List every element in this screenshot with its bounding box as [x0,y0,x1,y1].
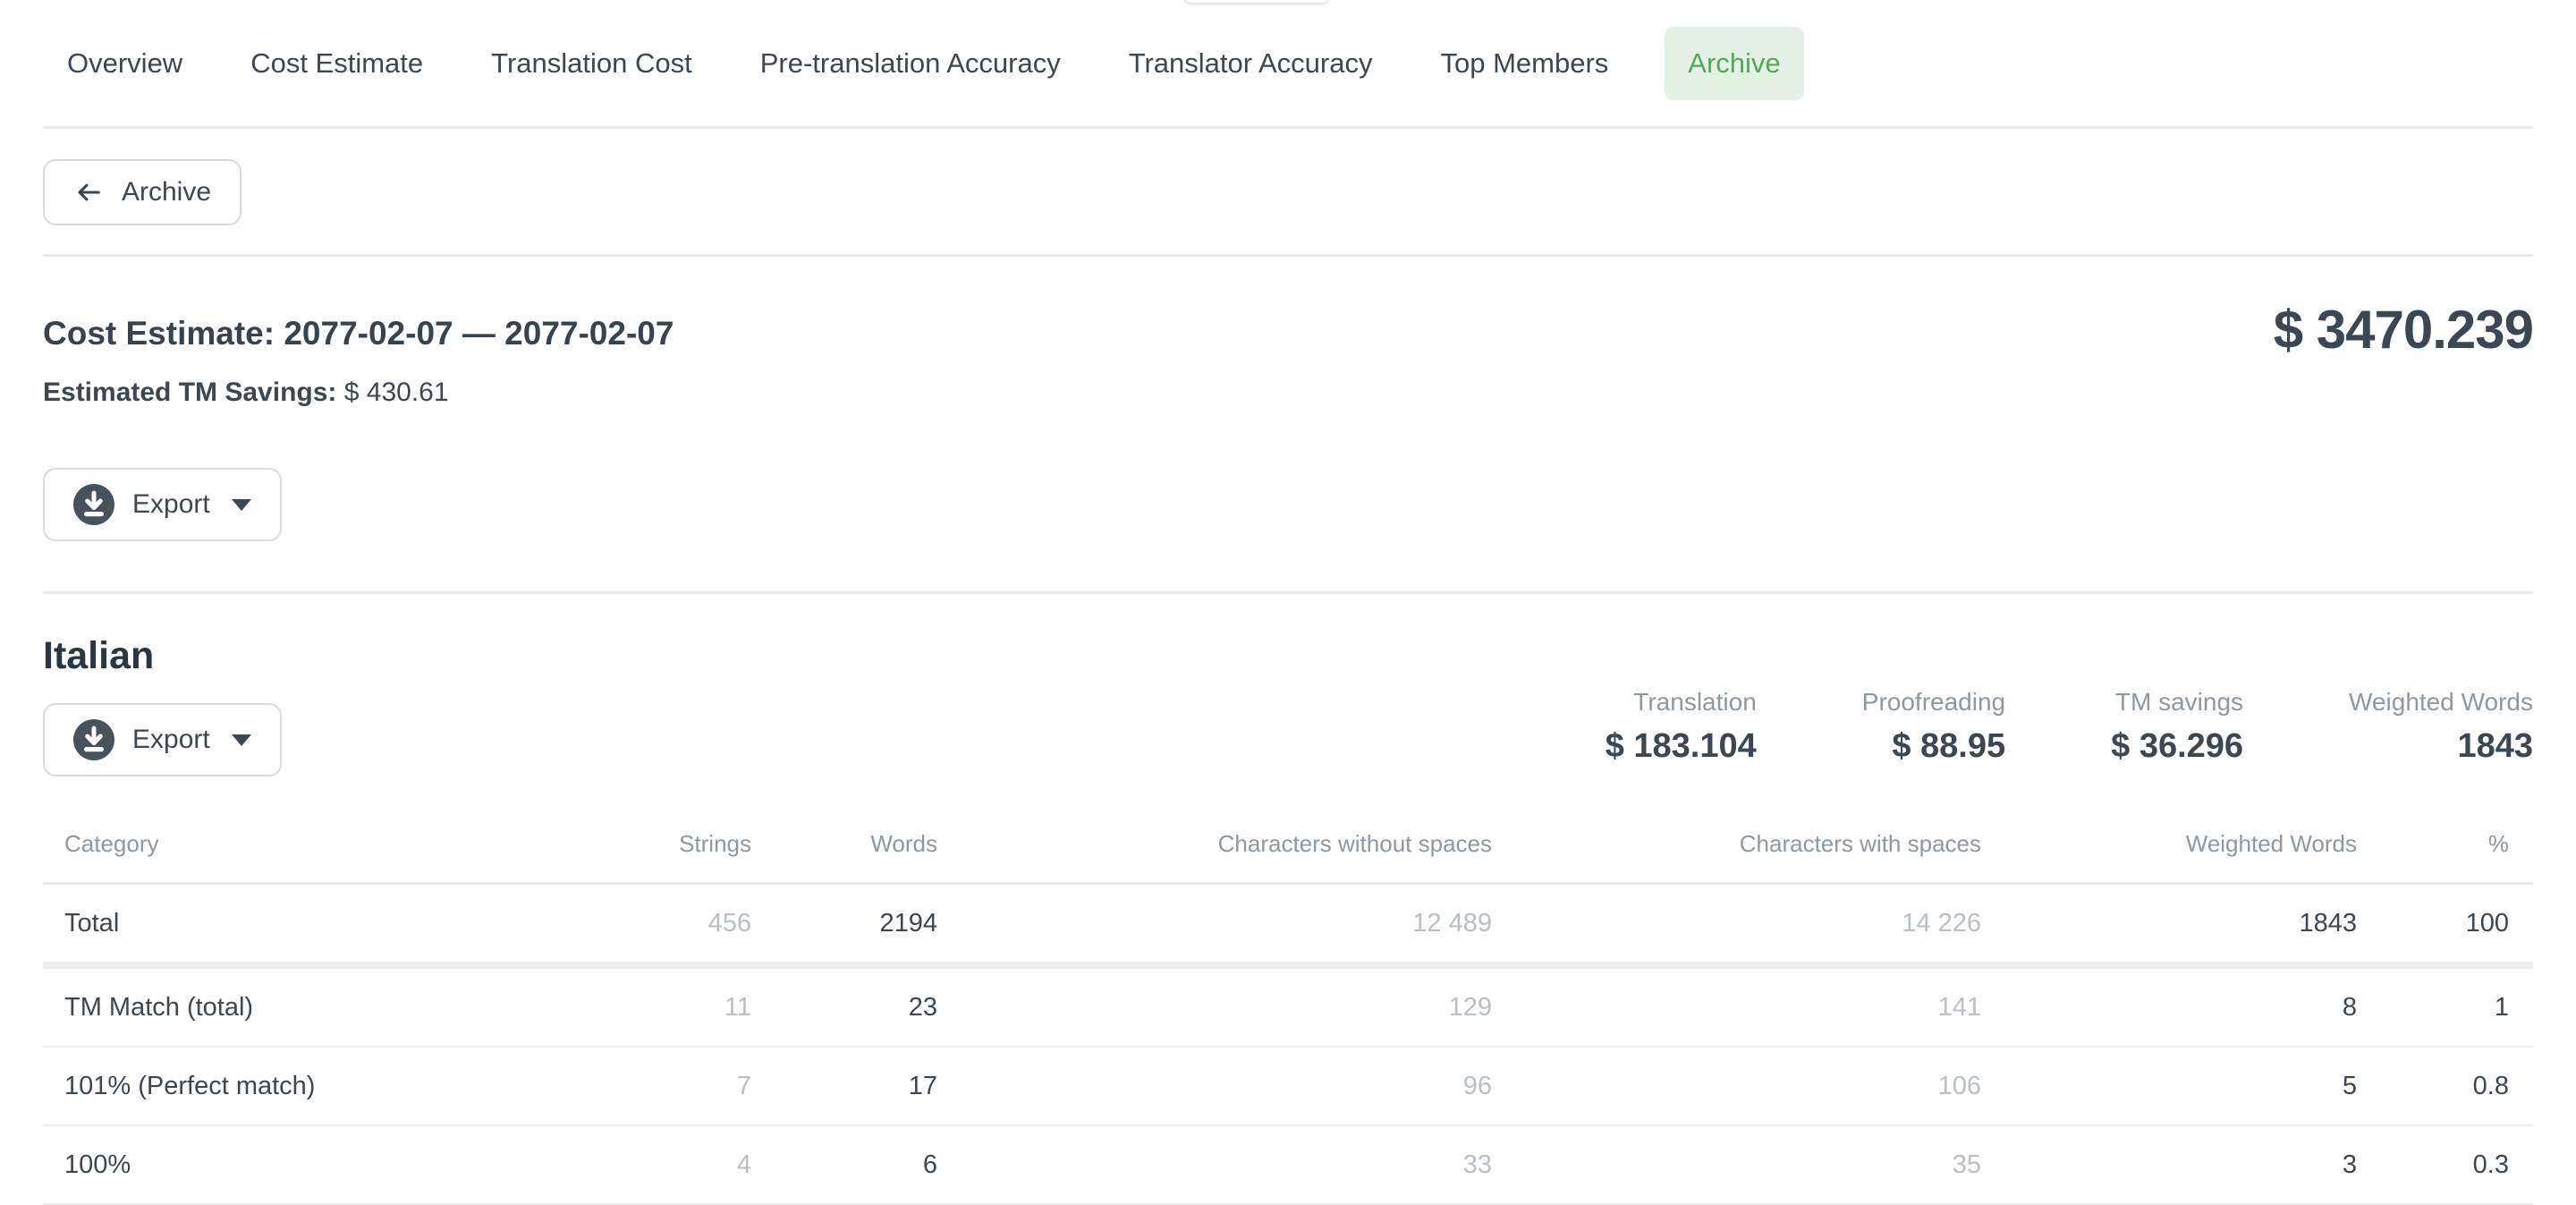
language-stats: Translation $ 183.104 Proofreading $ 88.… [1606,687,2533,767]
cell-weighted-words: 5 [1981,1047,2357,1126]
table-row-tm-match: TM Match (total) 11 23 129 141 8 1 [43,965,2533,1048]
stat-label: Translation [1633,688,1757,716]
cell-characters-without-spaces: 12 489 [937,883,1492,969]
cell-category: 100% [43,1125,537,1205]
cell-percent: 0.3 [2357,1125,2533,1205]
col-header-weighted-words: Weighted Words [1981,812,2357,885]
cost-table: Category Strings Words Characters withou… [43,812,2533,1205]
tm-savings-label: Estimated TM Savings: [43,378,337,407]
tab-top-members[interactable]: Top Members [1440,47,1609,79]
stat-label: Proofreading [1861,688,2006,716]
cell-weighted-words: 8 [1981,965,2357,1048]
col-header-category: Category [43,812,537,885]
stat-proofreading: Proofreading $ 88.95 [1862,687,2005,767]
tab-overview[interactable]: Overview [67,47,183,79]
stat-tm-savings: TM savings $ 36.296 [2111,687,2243,767]
col-header-percent: % [2357,812,2533,885]
stat-value: 1843 [2457,727,2533,765]
col-header-strings: Strings [537,812,751,885]
tab-translator-accuracy[interactable]: Translator Accuracy [1128,47,1373,79]
download-icon [73,719,114,760]
cell-percent: 0.8 [2357,1047,2533,1126]
cell-characters-without-spaces: 129 [937,965,1492,1048]
cell-words: 2194 [751,883,937,969]
language-title: Italian [43,634,155,677]
cell-weighted-words: 3 [1981,1125,2357,1205]
cell-words: 23 [751,965,937,1048]
tab-archive[interactable]: Archive [1665,26,1804,100]
archive-back-label: Archive [122,177,212,207]
stat-weighted-words: Weighted Words 1843 [2349,687,2533,767]
cell-characters-with-spaces: 106 [1492,1047,1981,1126]
export-report-label: Export [132,489,210,519]
section-divider [43,591,2533,594]
clipped-popover [1183,0,1330,4]
export-language-label: Export [132,725,210,754]
report-tabs: Overview Cost Estimate Translation Cost … [0,0,2576,126]
archive-toolbar: Archive [0,129,2576,254]
col-header-characters-with-spaces: Characters with spaces [1492,812,1981,885]
cell-category: Total [43,883,537,969]
tab-cost-estimate[interactable]: Cost Estimate [250,47,424,79]
stat-value: $ 88.95 [1892,727,2006,765]
col-header-characters-without-spaces: Characters without spaces [937,812,1492,885]
chevron-down-icon [231,498,251,511]
stat-translation: Translation $ 183.104 [1606,687,1757,767]
report-title: Cost Estimate: 2077-02-07 — 2077-02-07 [43,315,674,352]
tm-savings-line: Estimated TM Savings: $ 430.61 [43,377,2533,409]
table-row-101-perfect-match: 101% (Perfect match) 7 17 96 106 5 0.8 [43,1047,2533,1126]
cell-characters-without-spaces: 33 [937,1125,1492,1205]
table-row-100: 100% 4 6 33 35 3 0.3 [43,1125,2533,1205]
export-report-button[interactable]: Export [43,468,282,541]
cell-characters-without-spaces: 96 [937,1047,1492,1126]
cost-estimate-summary: Cost Estimate: 2077-02-07 — 2077-02-07 $… [0,257,2576,591]
cell-percent: 1 [2357,965,2533,1048]
cell-strings: 7 [537,1047,751,1126]
table-header-row: Category Strings Words Characters withou… [43,812,2533,885]
cell-characters-with-spaces: 14 226 [1492,883,1981,969]
download-icon [73,484,114,525]
stat-label: Weighted Words [2349,688,2533,716]
tab-pre-translation-accuracy[interactable]: Pre-translation Accuracy [759,47,1061,79]
report-total-amount: $ 3470.239 [2273,300,2534,360]
stat-value: $ 36.296 [2111,727,2244,765]
export-language-button[interactable]: Export [43,703,282,776]
cell-percent: 100 [2357,883,2533,969]
tm-savings-value: $ 430.61 [343,378,449,407]
cell-strings: 4 [537,1125,751,1205]
section-divider [43,254,2533,257]
language-section: Italian Export Translation $ 183.104 Pro… [0,594,2576,812]
cell-characters-with-spaces: 35 [1492,1125,1981,1205]
cell-category: TM Match (total) [43,965,537,1048]
cell-category: 101% (Perfect match) [43,1047,537,1126]
cell-words: 6 [751,1125,937,1205]
archive-back-button[interactable]: Archive [43,159,242,225]
cell-weighted-words: 1843 [1981,883,2357,969]
chevron-down-icon [231,734,251,746]
stat-value: $ 183.104 [1605,727,1757,765]
cell-words: 17 [751,1047,937,1126]
cell-strings: 456 [537,883,751,969]
col-header-words: Words [751,812,937,885]
cell-characters-with-spaces: 141 [1492,965,1981,1048]
tab-translation-cost[interactable]: Translation Cost [491,47,692,79]
arrow-left-icon [73,177,104,208]
table-row-total: Total 456 2194 12 489 14 226 1843 100 [43,883,2533,969]
tabbar-divider [43,126,2533,129]
cell-strings: 11 [537,965,751,1048]
stat-label: TM savings [2114,688,2244,716]
